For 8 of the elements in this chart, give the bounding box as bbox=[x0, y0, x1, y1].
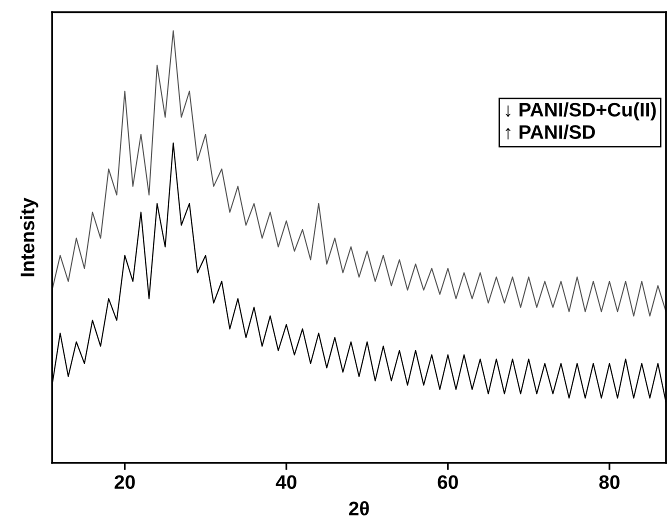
annotation: ↓ PANI/SD+Cu(II) bbox=[506, 102, 656, 120]
x-tick-label: 20 bbox=[114, 475, 135, 489]
x-tick-label: 60 bbox=[438, 475, 458, 489]
x-tick-label: 80 bbox=[599, 475, 620, 489]
x-axis-title: 2θ bbox=[349, 501, 369, 516]
annotation: ↑ PANI/SD bbox=[506, 124, 595, 140]
y-axis-title: Intensity bbox=[20, 198, 38, 276]
x-tick-label: 40 bbox=[276, 475, 296, 489]
